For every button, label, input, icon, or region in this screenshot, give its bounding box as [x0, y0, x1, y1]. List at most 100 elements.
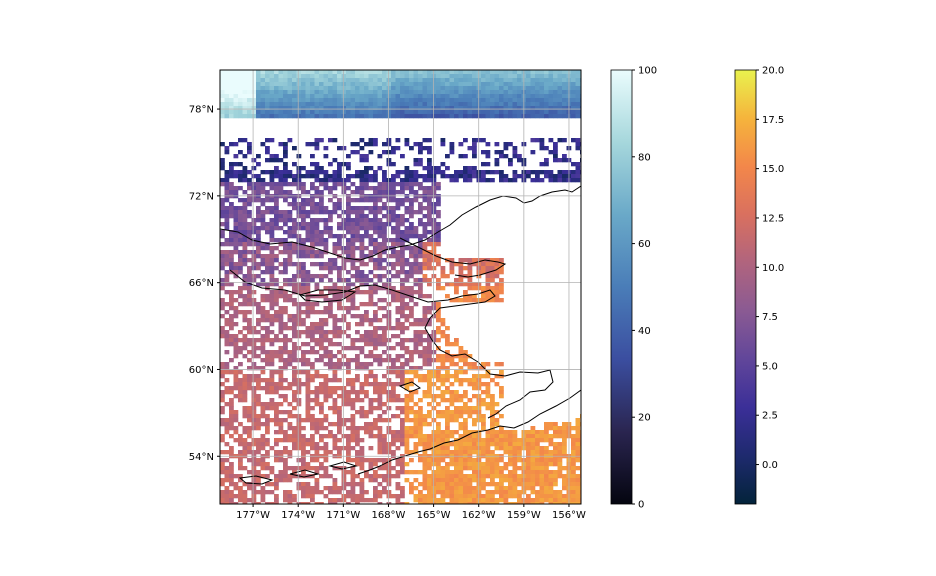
sst-cell: [220, 262, 225, 267]
sst-cell: [422, 486, 428, 491]
ice-cell: [472, 90, 477, 95]
sst-cell: [220, 198, 225, 203]
sst-cell: [512, 154, 518, 159]
sst-cell: [274, 350, 279, 355]
sst-cell: [490, 398, 495, 403]
sst-cell: [242, 294, 248, 299]
ice-cell: [449, 74, 455, 79]
sst-cell: [404, 262, 410, 267]
sst-cell: [238, 250, 243, 255]
sst-cell: [310, 278, 315, 283]
sst-cell: [454, 178, 459, 183]
sst-cell: [364, 410, 369, 415]
sst-cell: [337, 198, 342, 203]
sst-cell: [440, 458, 446, 463]
ice-cell: [454, 114, 459, 119]
sst-cell: [359, 170, 365, 175]
sst-cell: [355, 438, 360, 443]
sst-cell: [233, 246, 239, 251]
sst-cell: [499, 298, 504, 303]
sst-cell: [440, 414, 446, 419]
sst-cell: [265, 418, 270, 423]
ice-cell: [427, 78, 432, 83]
sst-cell: [386, 162, 392, 167]
sst-cell: [485, 406, 491, 411]
sst-cell: [373, 258, 378, 263]
sst-cell: [454, 282, 459, 287]
sst-cell: [436, 166, 441, 171]
sst-cell: [332, 374, 338, 379]
sst-cell: [238, 230, 243, 235]
colorbar-ice-fill: [610, 69, 633, 505]
sst-cell: [319, 410, 324, 415]
sst-cell: [449, 414, 455, 419]
sst-cell: [359, 178, 365, 183]
sst-cell: [440, 286, 446, 291]
sst-cell: [427, 466, 432, 471]
sst-cell: [220, 394, 225, 399]
sst-cell: [319, 262, 324, 267]
sst-cell: [485, 154, 491, 159]
sst-cell: [233, 298, 239, 303]
ice-cell: [247, 86, 252, 91]
sst-cell: [395, 474, 401, 479]
ice-cell: [472, 98, 477, 103]
sst-cell: [283, 162, 288, 167]
sst-cell: [305, 226, 311, 231]
sst-cell: [350, 478, 356, 483]
sst-cell: [494, 462, 500, 467]
sst-cell: [269, 330, 275, 335]
sst-cell: [436, 278, 441, 283]
sst-cell: [440, 162, 446, 167]
ice-cell: [269, 70, 275, 75]
sst-cell: [418, 350, 423, 355]
sst-cell: [310, 374, 315, 379]
sst-cell: [319, 190, 324, 195]
ice-cell: [359, 78, 365, 83]
sst-cell: [440, 410, 446, 415]
sst-cell: [508, 430, 513, 435]
ice-cell: [220, 114, 225, 119]
sst-cell: [400, 322, 405, 327]
sst-cell: [377, 362, 383, 367]
sst-cell: [323, 382, 329, 387]
ice-cell: [404, 86, 410, 91]
sst-cell: [445, 338, 450, 343]
sst-cell: [373, 226, 378, 231]
sst-cell: [377, 242, 383, 247]
sst-cell: [337, 266, 342, 271]
ice-cell: [526, 90, 531, 95]
sst-cell: [413, 266, 419, 271]
sst-cell: [269, 314, 275, 319]
sst-cell: [260, 358, 266, 363]
ice-cell: [364, 86, 369, 91]
sst-cell: [220, 334, 225, 339]
sst-cell: [274, 170, 279, 175]
sst-cell: [418, 374, 423, 379]
sst-cell: [251, 174, 257, 179]
sst-cell: [386, 450, 392, 455]
sst-cell: [377, 266, 383, 271]
sst-cell: [242, 170, 248, 175]
sst-cell: [229, 358, 234, 363]
sst-cell: [454, 398, 459, 403]
ice-cell: [296, 102, 302, 107]
sst-cell: [562, 486, 567, 491]
sst-cell: [310, 302, 315, 307]
sst-cell: [395, 310, 401, 315]
sst-cell: [346, 238, 351, 243]
sst-cell: [512, 478, 518, 483]
ice-cell: [427, 94, 432, 99]
sst-cell: [310, 474, 315, 479]
sst-cell: [436, 354, 441, 359]
sst-cell: [494, 298, 500, 303]
sst-cell: [278, 270, 284, 275]
sst-cell: [265, 190, 270, 195]
coastlines: [220, 185, 581, 485]
sst-cell: [274, 302, 279, 307]
ice-cell: [409, 114, 414, 119]
sst-cell: [494, 290, 500, 295]
sst-cell: [346, 378, 351, 383]
sst-cell: [224, 418, 230, 423]
ice-cell: [274, 114, 279, 119]
